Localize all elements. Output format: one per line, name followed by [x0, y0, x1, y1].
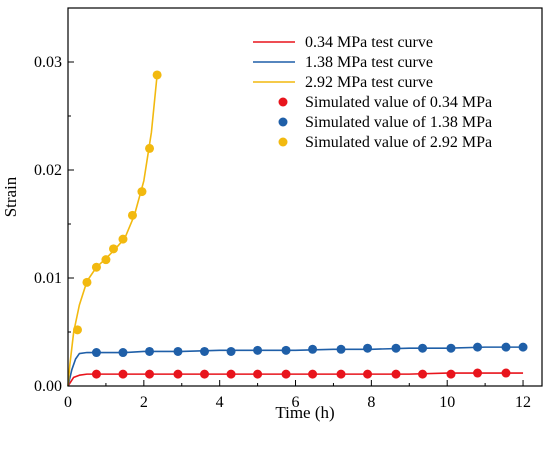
y-tick-label: 0.01 — [34, 270, 62, 287]
y-tick-label: 0.02 — [34, 162, 62, 179]
x-tick-label: 4 — [216, 394, 224, 411]
data-point-simulated-value-of-1-38-mpa — [173, 346, 183, 356]
legend-label: Simulated value of 1.38 MPa — [305, 114, 492, 131]
data-point-simulated-value-of-2-92-mpa — [137, 187, 147, 197]
plot-frame — [67, 7, 543, 387]
data-point-simulated-value-of-2-92-mpa — [152, 70, 162, 80]
data-point-simulated-value-of-2-92-mpa — [109, 244, 119, 254]
data-point-simulated-value-of-1-38-mpa — [363, 343, 373, 353]
data-point-simulated-value-of-0-34-mpa — [145, 369, 155, 379]
legend: 0.34 MPa test curve 1.38 MPa test curve 2.… — [253, 34, 492, 151]
series-line-0-34-mpa-test-curve — [67, 372, 524, 387]
data-point-simulated-value-of-1-38-mpa — [501, 342, 511, 352]
series-layer — [67, 70, 528, 387]
data-point-simulated-value-of-2-92-mpa — [91, 262, 101, 272]
x-tick-label: 2 — [140, 394, 148, 411]
data-point-simulated-value-of-2-92-mpa — [101, 255, 111, 265]
data-point-simulated-value-of-1-38-mpa — [391, 343, 401, 353]
data-point-simulated-value-of-0-34-mpa — [118, 369, 128, 379]
data-point-simulated-value-of-1-38-mpa — [308, 344, 318, 354]
x-tick-label: 10 — [439, 394, 455, 411]
data-point-simulated-value-of-1-38-mpa — [145, 346, 155, 356]
data-point-simulated-value-of-1-38-mpa — [336, 344, 346, 354]
legend-marker-simulated-value-of-1-38-mpa — [278, 117, 288, 127]
data-point-simulated-value-of-0-34-mpa — [91, 369, 101, 379]
data-point-simulated-value-of-0-34-mpa — [226, 369, 236, 379]
data-point-simulated-value-of-0-34-mpa — [446, 369, 456, 379]
legend-marker-simulated-value-of-0-34-mpa — [278, 97, 288, 107]
legend-label: Simulated value of 0.34 MPa — [305, 94, 492, 111]
y-axis-title: Strain — [1, 176, 20, 217]
data-point-simulated-value-of-1-38-mpa — [446, 343, 456, 353]
legend-label: 1.38 MPa test curve — [305, 54, 433, 71]
data-point-simulated-value-of-2-92-mpa — [127, 210, 137, 220]
axis-layer: 0 2 4 6 8 10 12 0.00 0.01 0.02 0.03 — [34, 54, 531, 411]
data-point-simulated-value-of-0-34-mpa — [200, 369, 210, 379]
data-point-simulated-value-of-1-38-mpa — [226, 346, 236, 356]
data-point-simulated-value-of-0-34-mpa — [391, 369, 401, 379]
data-point-simulated-value-of-1-38-mpa — [91, 348, 101, 358]
data-point-simulated-value-of-0-34-mpa — [473, 368, 483, 378]
data-point-simulated-value-of-2-92-mpa — [145, 143, 155, 153]
data-point-simulated-value-of-0-34-mpa — [501, 368, 511, 378]
data-point-simulated-value-of-1-38-mpa — [281, 345, 291, 355]
x-tick-label: 6 — [292, 394, 300, 411]
x-tick-label: 8 — [367, 394, 375, 411]
series-line-2-92-mpa-test-curve — [67, 74, 158, 387]
data-point-simulated-value-of-0-34-mpa — [363, 369, 373, 379]
x-tick-label: 12 — [515, 394, 531, 411]
legend-label: 2.92 MPa test curve — [305, 74, 433, 91]
data-point-simulated-value-of-1-38-mpa — [518, 342, 528, 352]
data-point-simulated-value-of-0-34-mpa — [336, 369, 346, 379]
data-point-simulated-value-of-0-34-mpa — [173, 369, 183, 379]
y-tick-label: 0.03 — [34, 54, 62, 71]
data-point-simulated-value-of-2-92-mpa — [82, 277, 92, 287]
x-axis-title: Time (h) — [275, 403, 334, 422]
data-point-simulated-value-of-2-92-mpa — [72, 325, 82, 335]
data-point-simulated-value-of-1-38-mpa — [473, 342, 483, 352]
data-point-simulated-value-of-1-38-mpa — [118, 348, 128, 358]
data-point-simulated-value-of-0-34-mpa — [253, 369, 263, 379]
data-point-simulated-value-of-1-38-mpa — [200, 346, 210, 356]
data-point-simulated-value-of-1-38-mpa — [253, 345, 263, 355]
legend-label: 0.34 MPa test curve — [305, 34, 433, 51]
legend-marker-simulated-value-of-2-92-mpa — [278, 137, 288, 147]
data-point-simulated-value-of-0-34-mpa — [281, 369, 291, 379]
data-point-simulated-value-of-1-38-mpa — [418, 343, 428, 353]
data-point-simulated-value-of-2-92-mpa — [118, 234, 128, 244]
y-tick-label: 0.00 — [34, 378, 62, 395]
legend-label: Simulated value of 2.92 MPa — [305, 134, 492, 151]
data-point-simulated-value-of-0-34-mpa — [418, 369, 428, 379]
x-tick-label: 0 — [64, 394, 72, 411]
data-point-simulated-value-of-0-34-mpa — [308, 369, 318, 379]
